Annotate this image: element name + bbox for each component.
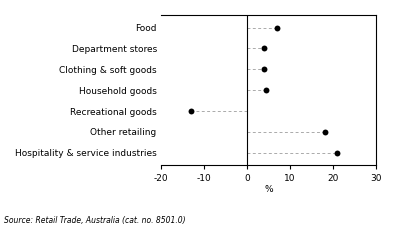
Point: [274, 26, 280, 29]
Point: [261, 47, 268, 50]
Text: Source: Retail Trade, Australia (cat. no. 8501.0): Source: Retail Trade, Australia (cat. no…: [4, 216, 185, 225]
Point: [334, 151, 341, 155]
Point: [322, 130, 328, 134]
Point: [263, 88, 270, 92]
Point: [261, 67, 268, 71]
Point: [188, 109, 194, 113]
X-axis label: %: %: [264, 185, 273, 194]
